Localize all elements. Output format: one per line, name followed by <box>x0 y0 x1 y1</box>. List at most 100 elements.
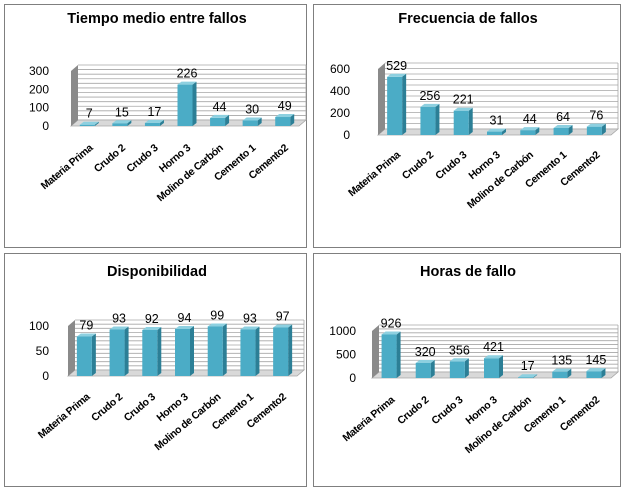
data-label: 94 <box>178 311 192 325</box>
y-tick-label: 200 <box>330 106 350 120</box>
data-label: 31 <box>490 114 504 128</box>
y-tick-label: 100 <box>29 101 49 115</box>
bar-top-horno-3 <box>175 326 194 329</box>
bar-top-cemento2 <box>273 324 293 328</box>
data-label: 256 <box>419 89 440 103</box>
chart-panel-frecuencia: Frecuencia de fallos 0 200 400 600 529 Materia… <box>313 4 621 248</box>
bar-side-molino-de-carbon <box>222 323 227 376</box>
data-label: 421 <box>483 340 504 354</box>
bar-side-materia-prima <box>402 73 407 135</box>
bar-crudo-2 <box>112 123 128 126</box>
y-tick-label: 600 <box>330 62 350 76</box>
bar-top-cemento2 <box>275 114 295 118</box>
data-label: 135 <box>551 354 572 368</box>
chart-svg-2: Disponibilidad 0 50 100 79 Materia Prima 93 Cru… <box>29 264 306 453</box>
data-label: 93 <box>112 312 126 326</box>
bar-top-crudo-3 <box>453 107 473 111</box>
bar-top-crudo-3 <box>449 358 469 362</box>
category-label: Crudo 3 <box>122 391 158 424</box>
data-label: 145 <box>585 353 606 367</box>
bar-side-horno-3 <box>192 81 197 126</box>
bar-cemento2 <box>273 327 289 376</box>
category-label: Crudo 3 <box>429 394 465 427</box>
bar-side-crudo-3 <box>157 327 162 376</box>
category-label: Crudo 2 <box>89 391 125 424</box>
category-label: Crudo 3 <box>124 142 160 175</box>
chart-panel-disponibilidad: Disponibilidad 0 50 100 79 Materia Prima 93 Cru… <box>4 253 307 487</box>
bar-side-molino-de-carbon <box>533 374 538 378</box>
category-label: Materia Prima <box>39 142 96 192</box>
bar-top-horno-3 <box>487 128 506 132</box>
bar-side-molino-de-carbon <box>535 127 540 135</box>
bar-cemento-1 <box>553 127 569 135</box>
category-label: Materia Prima <box>341 394 398 444</box>
bar-horno-3 <box>175 329 190 376</box>
bar-molino-de-carbon <box>520 130 536 135</box>
bar-top-crudo-3 <box>142 327 162 330</box>
chart-svg-3: Horas de fallo 0 500 1000 926 Materia Prima 32… <box>329 264 620 456</box>
category-label: Materia Prima <box>346 149 403 199</box>
data-label: 221 <box>453 93 474 107</box>
data-label: 529 <box>386 59 407 73</box>
bar-materia-prima <box>381 334 397 378</box>
bar-top-molino-de-carbon <box>520 127 540 131</box>
bar-top-cemento-1 <box>552 368 572 372</box>
bar-top-crudo-2 <box>109 326 129 330</box>
data-label: 64 <box>556 110 570 124</box>
y-axis-wall <box>71 65 78 126</box>
bar-top-cemento-1 <box>240 326 260 330</box>
data-label: 93 <box>243 312 257 326</box>
category-label: Crudo 3 <box>433 149 469 182</box>
bar-top-cemento2 <box>586 123 606 127</box>
bar-side-cemento2 <box>288 324 293 376</box>
bar-cemento-1 <box>552 371 568 378</box>
chart-svg-0: Tiempo medio entre fallos 0 100 200 300 7 Mate… <box>29 11 308 204</box>
bar-side-cemento2 <box>601 368 606 378</box>
data-label: 7 <box>86 107 93 121</box>
data-label: 30 <box>245 103 259 117</box>
data-label: 97 <box>276 310 290 324</box>
bar-molino-de-carbon <box>207 326 223 376</box>
bar-cemento-1 <box>240 329 256 376</box>
bar-crudo-2 <box>109 329 125 376</box>
bar-materia-prima <box>387 76 403 135</box>
bar-side-cemento-1 <box>257 117 262 126</box>
chart-title: Disponibilidad <box>107 264 207 280</box>
bar-top-molino-de-carbon <box>210 114 230 118</box>
bar-side-crudo-2 <box>430 359 435 378</box>
bar-side-crudo-3 <box>468 107 473 135</box>
chart-title: Frecuencia de fallos <box>398 11 537 27</box>
y-tick-label: 400 <box>330 84 350 98</box>
bar-crudo-2 <box>420 106 436 135</box>
bar-horno-3 <box>487 131 502 135</box>
y-tick-label: 100 <box>29 319 49 333</box>
bar-top-horno-3 <box>484 355 503 359</box>
data-label: 15 <box>115 105 129 119</box>
bar-side-cemento-1 <box>567 368 572 378</box>
y-axis-wall <box>372 325 379 378</box>
y-axis-wall <box>378 63 385 135</box>
bar-side-molino-de-carbon <box>225 114 230 126</box>
data-label: 17 <box>147 105 161 119</box>
bar-top-materia-prima <box>387 73 407 77</box>
chart-svg-1: Frecuencia de fallos 0 200 400 600 529 Materia… <box>330 11 620 211</box>
bar-side-horno-3 <box>502 128 506 135</box>
bar-materia-prima <box>76 336 92 376</box>
bar-top-cemento-1 <box>242 117 262 121</box>
y-tick-label: 50 <box>36 344 50 358</box>
y-axis-wall <box>68 320 75 376</box>
category-label: Materia Prima <box>36 391 93 441</box>
bar-top-molino-de-carbon <box>207 323 227 327</box>
bar-molino-de-carbon <box>518 377 534 378</box>
bar-top-horno-3 <box>177 81 197 85</box>
bar-side-crudo-2 <box>435 103 440 135</box>
chart-panel-horas-fallo: Horas de fallo 0 500 1000 926 Materia Prima 32… <box>313 253 621 487</box>
category-label: Crudo 2 <box>395 394 431 427</box>
data-label: 79 <box>79 319 93 333</box>
y-tick-label: 0 <box>42 119 49 133</box>
bar-crudo-3 <box>453 110 469 135</box>
y-tick-label: 300 <box>29 64 49 78</box>
bar-horno-3 <box>484 358 499 378</box>
bar-top-cemento2 <box>586 368 606 372</box>
bar-top-crudo-2 <box>415 359 435 363</box>
